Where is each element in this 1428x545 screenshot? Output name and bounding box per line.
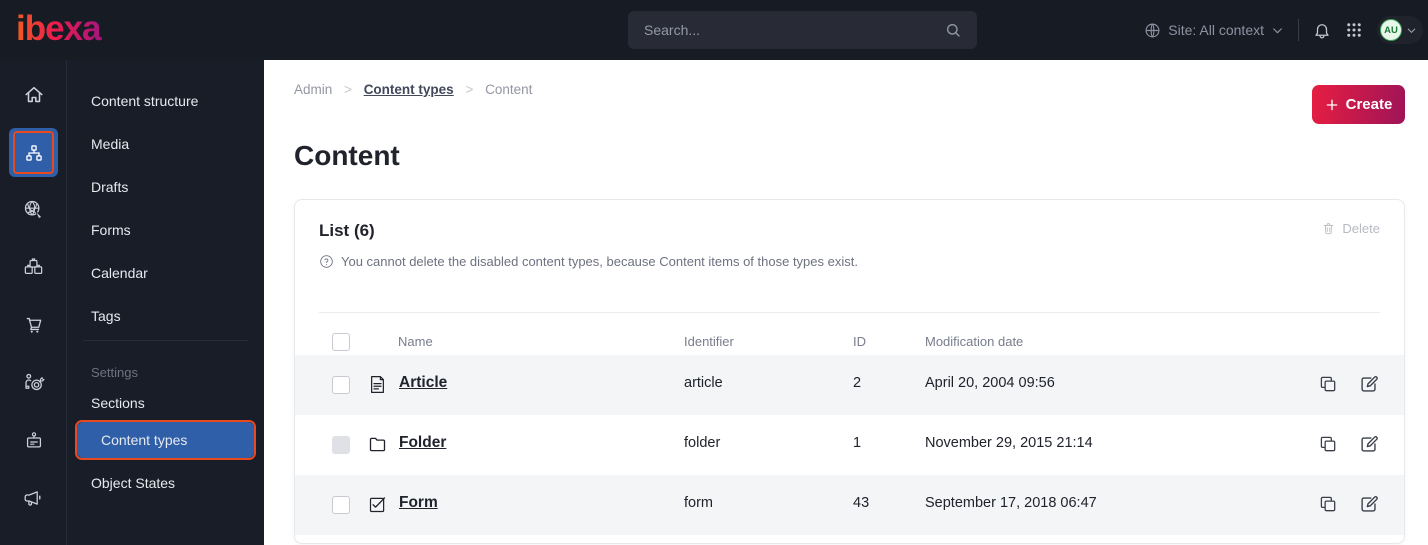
svg-text:ibexa: ibexa — [16, 10, 102, 48]
